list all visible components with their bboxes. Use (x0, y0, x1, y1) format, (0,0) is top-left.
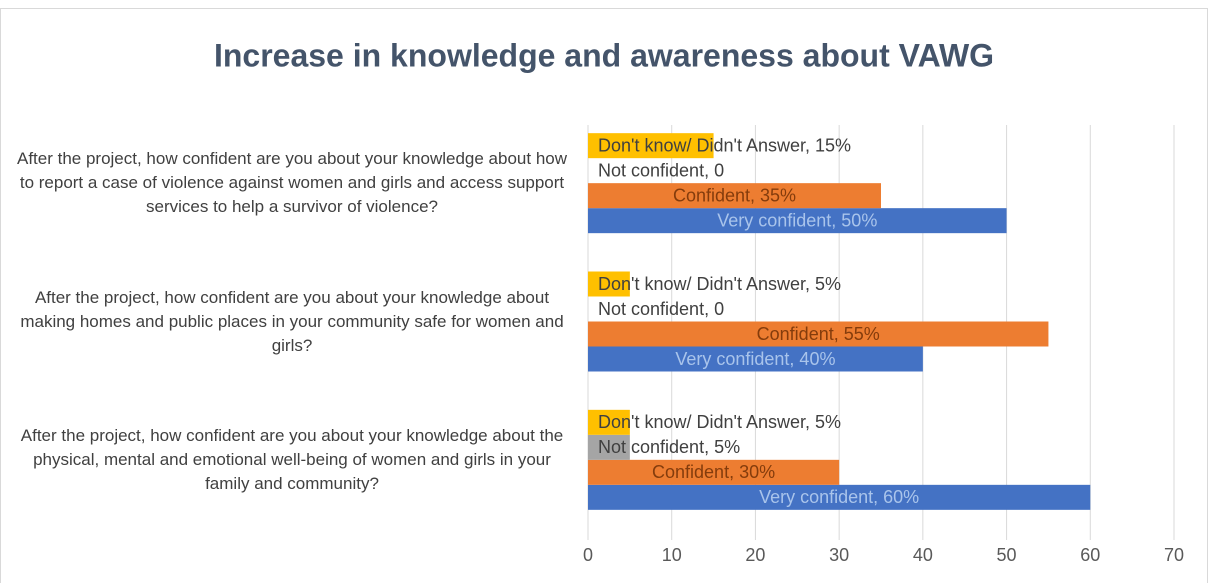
chart-title: Increase in knowledge and awareness abou… (214, 37, 994, 73)
category-label: After the project, how confident are you… (20, 425, 564, 493)
data-label: Don't know/ Didn't Answer, 15% (598, 135, 851, 155)
x-tick-label: 70 (1164, 545, 1184, 565)
data-label: Confident, 55% (757, 324, 880, 344)
bar (588, 321, 1049, 347)
data-label: Not confident, 0 (598, 299, 724, 319)
x-tick-label: 40 (913, 545, 933, 565)
data-label: Confident, 35% (673, 185, 796, 205)
category-label: After the project, how confident are you… (16, 149, 568, 217)
x-tick-label: 60 (1080, 545, 1100, 565)
data-label: Don't know/ Didn't Answer, 5% (598, 274, 841, 294)
data-label: Not confident, 5% (598, 437, 740, 457)
bar (588, 133, 714, 159)
data-label: Very confident, 40% (675, 349, 835, 369)
category-label: After the project, how confident are you… (20, 287, 564, 355)
bar (588, 271, 630, 297)
bar (588, 484, 1091, 510)
x-tick-label: 0 (583, 545, 593, 565)
bar (588, 183, 881, 209)
x-tick-label: 50 (997, 545, 1017, 565)
bar (588, 434, 630, 460)
x-tick-label: 20 (745, 545, 765, 565)
bar (588, 346, 923, 372)
data-label: Very confident, 50% (717, 210, 877, 230)
bar (588, 459, 840, 485)
data-label: Not confident, 0 (598, 160, 724, 180)
x-tick-label: 10 (662, 545, 682, 565)
bar (588, 208, 1007, 234)
bar (588, 409, 630, 435)
data-label: Don't know/ Didn't Answer, 5% (598, 412, 841, 432)
data-label: Confident, 30% (652, 462, 775, 482)
x-tick-label: 30 (829, 545, 849, 565)
data-label: Very confident, 60% (759, 487, 919, 507)
